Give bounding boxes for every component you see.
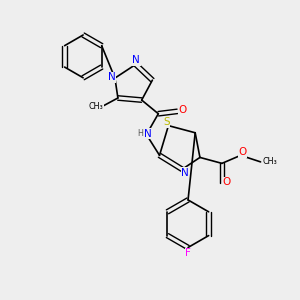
Text: CH₃: CH₃ [88,102,103,111]
Text: O: O [238,147,247,158]
Text: CH₃: CH₃ [262,158,277,166]
Text: N: N [144,129,152,139]
Text: N: N [108,73,116,82]
Text: N: N [181,168,189,178]
Text: F: F [185,248,191,258]
Text: S: S [163,117,170,127]
Text: O: O [223,177,231,187]
Text: O: O [178,105,187,115]
Text: N: N [133,55,140,65]
Text: H: H [138,130,143,139]
